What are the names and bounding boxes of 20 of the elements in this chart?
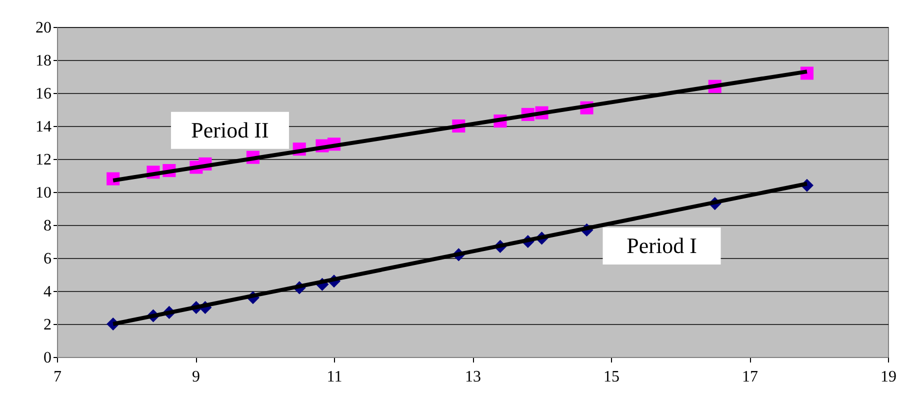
x-tick-label: 19 bbox=[880, 368, 896, 386]
x-tick-label: 13 bbox=[465, 368, 481, 386]
y-tick-label: 14 bbox=[36, 118, 52, 136]
y-tick-label: 0 bbox=[44, 350, 52, 366]
x-tick-label: 7 bbox=[54, 368, 62, 386]
series-label: Period II bbox=[191, 117, 269, 142]
y-tick-label: 12 bbox=[36, 152, 52, 168]
y-tick-label: 18 bbox=[36, 52, 52, 70]
x-tick-label: 11 bbox=[326, 368, 342, 386]
y-tick-label: 20 bbox=[36, 20, 52, 36]
x-tick-label: 17 bbox=[742, 368, 758, 386]
y-tick-label: 16 bbox=[36, 86, 52, 102]
y-tick-label: 8 bbox=[44, 218, 52, 234]
y-tick-label: 2 bbox=[44, 316, 52, 334]
x-tick-label: 15 bbox=[604, 368, 620, 386]
y-tick-label: 4 bbox=[44, 284, 52, 300]
y-tick-label: 10 bbox=[36, 184, 52, 202]
x-tick-label: 9 bbox=[192, 368, 200, 386]
series-label: Period I bbox=[626, 232, 697, 258]
y-tick-label: 6 bbox=[44, 250, 52, 268]
